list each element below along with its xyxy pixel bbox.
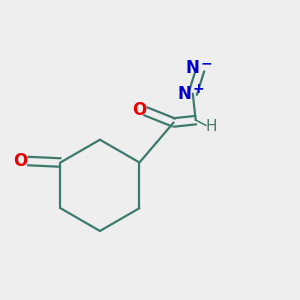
Text: O: O [14, 152, 28, 170]
Text: O: O [132, 101, 146, 119]
Text: N: N [178, 85, 191, 103]
Text: N: N [186, 59, 200, 77]
Text: −: − [201, 57, 212, 70]
Text: H: H [206, 119, 217, 134]
Text: +: + [192, 82, 204, 96]
